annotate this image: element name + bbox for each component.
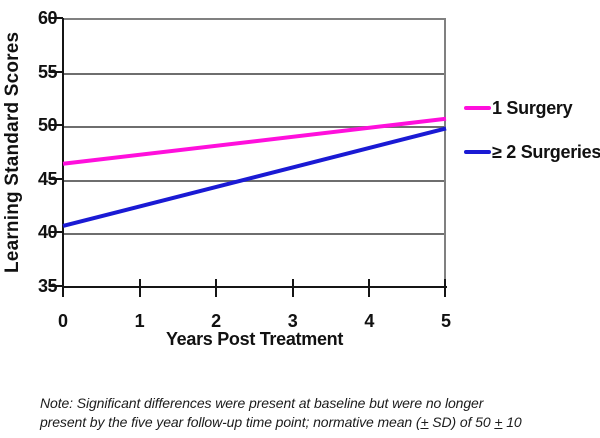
y-tick-label-60: 60: [37, 8, 58, 28]
plus-minus-sign: +: [420, 414, 429, 430]
x-tick-label-1: 1: [134, 311, 145, 331]
x-tick-2: [215, 279, 218, 297]
x-tick-label-5: 5: [440, 311, 451, 331]
y-tick-label-45: 45: [37, 168, 58, 189]
y-tick-35: [49, 285, 63, 287]
plus-minus-sign: +: [494, 414, 503, 430]
y-tick-label-35: 35: [37, 276, 58, 296]
y-tick-label-40: 40: [37, 222, 58, 243]
y-tick-label-50: 50: [37, 115, 58, 136]
legend-swatch-2plus-surgeries: [464, 150, 491, 154]
legend-label-1-surgery: 1 Surgery: [492, 98, 573, 118]
x-tick-4: [368, 279, 371, 297]
figure-note: Note: Significant differences were prese…: [40, 394, 540, 432]
gridline-45: [63, 179, 444, 182]
note-line-1: Note: Significant differences were prese…: [40, 395, 484, 411]
x-tick-5: [444, 279, 446, 297]
x-tick-label-4: 4: [364, 311, 375, 331]
x-axis-title: Years Post Treatment: [165, 329, 344, 349]
plot-area: [63, 18, 446, 286]
y-tick-50: [49, 124, 63, 127]
x-axis-line: [62, 286, 447, 288]
gridline-40: [63, 233, 444, 236]
gridline-50: [63, 126, 444, 129]
note-line-2: present by the five year follow-up time …: [40, 414, 522, 430]
legend-label-2plus-surgeries: ≥ 2 Surgeries: [492, 142, 600, 162]
y-tick-45: [49, 177, 63, 180]
x-tick-0: [62, 279, 64, 297]
y-tick-label-55: 55: [37, 61, 58, 82]
x-tick-label-3: 3: [287, 311, 298, 331]
x-tick-label-2: 2: [211, 311, 222, 331]
y-axis-line: [62, 18, 64, 288]
x-tick-3: [291, 279, 294, 297]
y-tick-60: [49, 17, 63, 19]
x-tick-label-0: 0: [57, 311, 68, 331]
y-tick-55: [49, 70, 63, 73]
y-tick-40: [49, 231, 63, 234]
legend-swatch-1-surgery: [464, 106, 491, 110]
gridline-55: [63, 72, 444, 75]
y-axis-title: Learning Standard Scores: [2, 31, 23, 273]
x-tick-1: [138, 279, 141, 297]
